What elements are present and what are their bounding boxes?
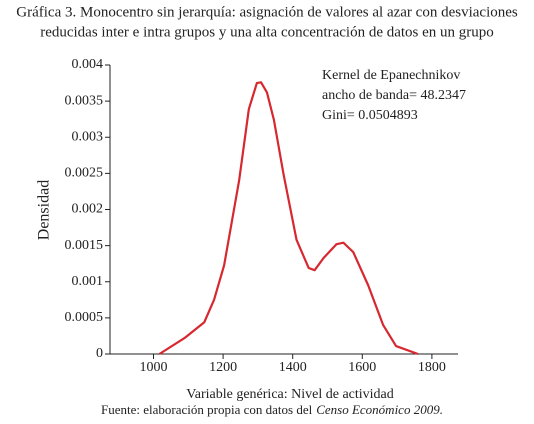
chart-title: Gráfica 3. Monocentro sin jerarquía: asi…	[16, 4, 518, 20]
source: Fuente: elaboración propia con datos del…	[101, 402, 443, 417]
y-tick-label: 0.004	[72, 57, 104, 72]
source-text: Censo Económico 2009.	[316, 402, 443, 417]
y-axis-label: Densidad	[36, 180, 53, 240]
y-tick-label: 0.0025	[65, 166, 104, 181]
annotation: Gini= 0.0504893	[322, 108, 418, 123]
y-tick-label: 0.0015	[65, 238, 104, 253]
density-line	[158, 81, 419, 356]
annotation: ancho de banda= 48.2347	[322, 88, 466, 103]
x-tick-label: 1600	[348, 360, 376, 375]
x-tick-label: 1200	[209, 360, 237, 375]
source-text: Fuente: elaboración propia con datos del	[101, 402, 313, 417]
x-tick-label: 1800	[418, 360, 446, 375]
y-tick-label: 0.0035	[65, 93, 104, 108]
x-tick-label: 1000	[140, 360, 168, 375]
y-tick-label: 0.001	[72, 274, 104, 289]
y-tick-label: 0.003	[72, 129, 104, 144]
annotation: Kernel de Epanechnikov	[322, 68, 460, 83]
y-tick-label: 0	[96, 346, 103, 361]
y-tick-label: 0.0005	[65, 310, 104, 325]
x-axis-label: Variable genérica: Nivel de actividad	[186, 387, 394, 402]
chart-title: reducidas inter e intra grupos y una alt…	[40, 24, 494, 40]
y-tick-label: 0.002	[72, 202, 104, 217]
x-tick-label: 1400	[279, 360, 307, 375]
